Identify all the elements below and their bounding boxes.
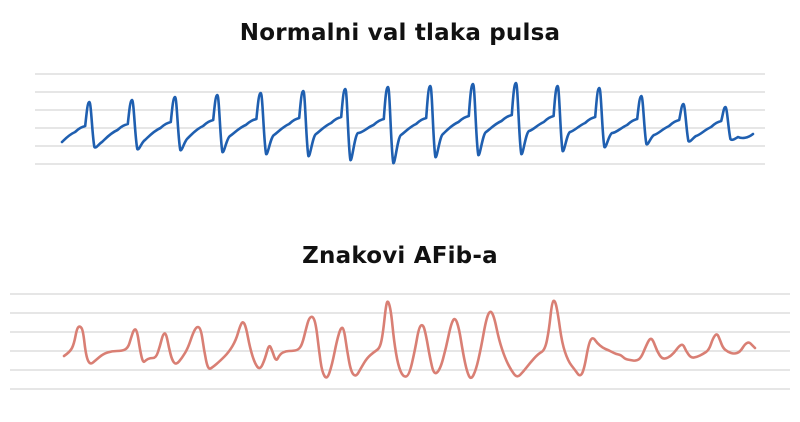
afib-pulse-panel: Znakovi AFib-a (0, 230, 800, 422)
normal-pulse-panel: Normalni val tlaka pulsa (0, 0, 800, 210)
normal-pulse-title: Normalni val tlaka pulsa (239, 20, 561, 46)
afib-grid (10, 293, 790, 390)
normal-pulse-chart (35, 73, 765, 165)
normal-pulse-grid (35, 73, 765, 165)
afib-title: Znakovi AFib-a (302, 243, 498, 269)
normal-pulse-waveform (60, 81, 755, 165)
afib-pulse-waveform (62, 299, 757, 380)
afib-pulse-chart (10, 293, 790, 390)
